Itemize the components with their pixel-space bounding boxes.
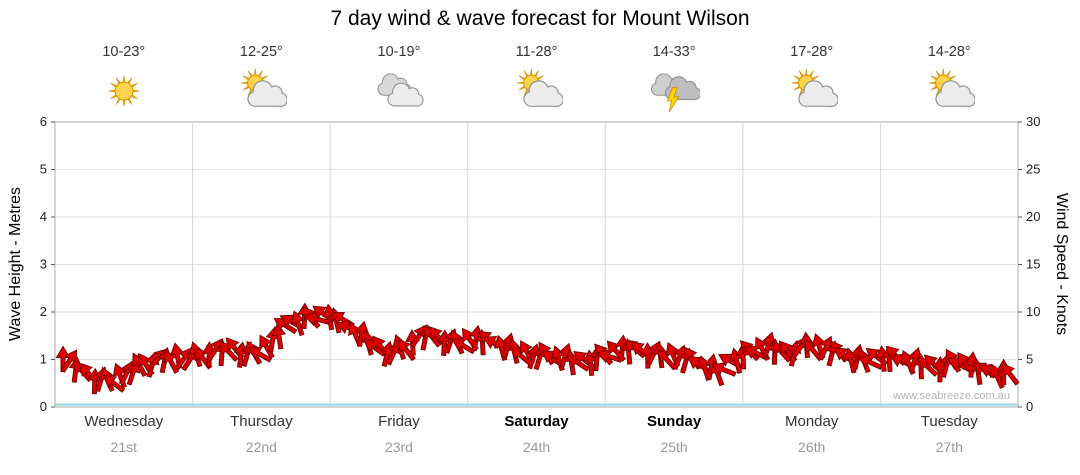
weather-icon-cell (880, 63, 1018, 119)
day-date: 21st (110, 439, 138, 455)
day-date: 22nd (245, 439, 277, 455)
weather-icon-cell (193, 63, 331, 119)
day-name: Saturday (504, 413, 569, 430)
temps-row: 10-23° 12-25° 10-19° 11-28° 14-33° 17-28° 14-2… (55, 44, 1018, 60)
svg-text:5: 5 (1026, 352, 1033, 367)
day-name: Tuesday (920, 413, 978, 430)
icons-row (55, 63, 1018, 119)
day-temp-range: 14-28° (927, 44, 971, 60)
day-date: 26th (798, 439, 826, 455)
day-name: Thursday (230, 413, 293, 430)
svg-text:25: 25 (1026, 162, 1040, 177)
partly-cloudy-icon (929, 68, 976, 108)
svg-text:0: 0 (1026, 399, 1033, 414)
day-temp-range: 12-25° (239, 44, 283, 60)
sunny-icon (108, 75, 140, 107)
watermark: www.seabreeze.com.au (892, 390, 1010, 402)
left-axis-label: Wave Height - Metres (7, 186, 24, 342)
day-name: Sunday (647, 413, 702, 430)
day-temp-range: 11-28° (515, 44, 558, 60)
weather-icon-cell (330, 63, 468, 119)
right-axis-label: Wind Speed - Knots (1053, 192, 1070, 336)
svg-text:5: 5 (40, 162, 47, 177)
day-date: 23rd (384, 439, 413, 455)
dates-row: 21st 22nd 23rd 24th 25th 26th 27th (55, 439, 1018, 455)
day-name: Wednesday (84, 413, 164, 430)
svg-text:2: 2 (40, 304, 47, 319)
weather-icon-cell (605, 63, 743, 119)
day-temp-range: 10-19° (377, 44, 421, 60)
svg-text:1: 1 (40, 352, 47, 367)
partly-cloudy-icon (241, 68, 288, 108)
svg-text:15: 15 (1026, 257, 1040, 272)
weather-icon-cell (743, 63, 881, 119)
cloudy-icon (377, 73, 424, 107)
svg-text:10: 10 (1026, 304, 1040, 319)
partly-cloudy-icon (791, 68, 838, 108)
day-date: 25th (660, 439, 688, 455)
day-date: 27th (935, 439, 963, 455)
svg-text:3: 3 (40, 257, 47, 272)
svg-text:30: 30 (1026, 114, 1040, 129)
svg-text:20: 20 (1026, 209, 1040, 224)
day-name: Friday (378, 413, 420, 430)
days-row: Wednesday Thursday Friday Saturday Sunday Mon… (55, 413, 1018, 430)
chart-title: 7 day wind & wave forecast for Mount Wil… (330, 7, 750, 30)
day-temp-range: 10-23° (102, 44, 146, 60)
day-temp-range: 17-28° (790, 44, 834, 60)
partly-cloudy-icon (516, 68, 563, 108)
day-name: Monday (784, 413, 839, 430)
weather-icon-cell (55, 63, 193, 119)
svg-text:0: 0 (40, 399, 47, 414)
svg-text:6: 6 (40, 114, 47, 129)
svg-text:4: 4 (40, 209, 47, 224)
day-date: 24th (522, 439, 551, 455)
weather-icon-cell (468, 63, 606, 119)
day-temp-range: 14-33° (652, 44, 696, 60)
thunderstorm-icon (650, 73, 701, 113)
